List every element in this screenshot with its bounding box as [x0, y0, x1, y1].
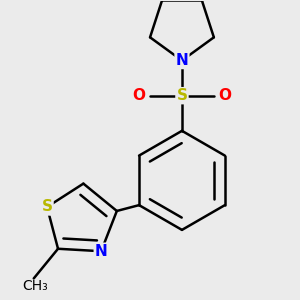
Text: O: O: [219, 88, 232, 103]
Text: S: S: [176, 88, 188, 103]
Text: S: S: [41, 200, 52, 214]
Text: N: N: [176, 53, 188, 68]
Text: CH₃: CH₃: [22, 279, 48, 293]
Text: N: N: [95, 244, 107, 259]
Text: O: O: [132, 88, 145, 103]
